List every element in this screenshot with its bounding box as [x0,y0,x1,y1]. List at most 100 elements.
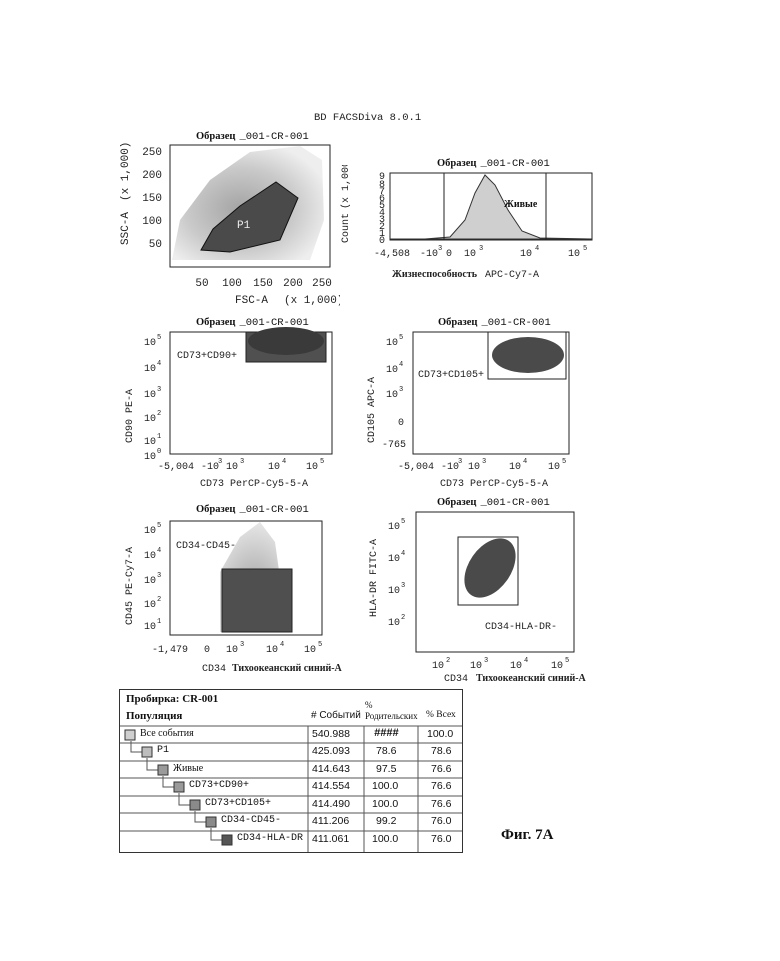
row-total-pct: 76.0 [431,833,451,845]
plot-cd34-cd45: CD34-CD45- 105 104 103 102 101 -1,479 0 … [110,512,350,677]
row-parent-pct: 100.0 [372,798,398,810]
p6-ytick: 10 [388,586,400,597]
p2-xlabel-ru: Жизнеспособность [392,269,478,280]
row-total-pct: 76.6 [431,780,451,792]
row-events: 411.206 [312,815,349,827]
row-total-pct: 76.6 [431,763,451,775]
p6-xlabel-ru: Тихоокеанский синий-А [476,673,587,684]
p2-xtick: 0 [446,249,452,260]
node-icon [222,835,232,845]
node-icon [206,817,216,827]
p2-xtick: -10 [420,249,438,260]
p1-xtick: 50 [195,278,208,290]
p3-ytick: 10 [144,364,156,375]
p5-ytick: 10 [144,600,156,611]
node-icon [142,747,152,757]
p3-xtick: 10 [306,462,318,473]
p3-xtick: 10 [226,462,238,473]
p6-xtick-exp: 2 [446,657,450,665]
p4-xtick: 10 [468,462,480,473]
p5-ytick-exp: 3 [157,572,161,580]
p1-xtick: 200 [283,278,303,290]
viability-histogram [390,175,592,239]
p1-yunit: (x 1,000) [120,142,132,201]
row-parent-pct: 97.5 [376,763,396,775]
p2-xtick: 10 [568,249,580,260]
p6-xtick: 10 [551,661,563,672]
p2-xtick: 10 [464,249,476,260]
p5-xtick: 0 [204,645,210,656]
plot-cd34-hla-dr: CD34-HLA-DR- 105 104 103 102 102 103 104… [352,505,612,685]
p1-xunit: (x 1,000) [284,295,340,307]
p4-xlabel: CD73 PerCP-Cy5-5-A [440,479,548,490]
p4-xtick: 10 [509,462,521,473]
plot-fsc-ssc: P1 250 200 150 100 50 50 100 150 200 250… [110,140,340,315]
node-icon [125,730,135,740]
p5-ylabel: CD45 PE-Cy7-A [125,547,136,625]
p3-ytick-exp: 1 [157,433,161,441]
row-total-pct: 76.6 [431,798,451,810]
p5-ytick-exp: 2 [157,596,161,604]
p6-ytick-exp: 4 [401,550,405,558]
p6-ytick-exp: 3 [401,582,405,590]
p5-ytick: 10 [144,526,156,537]
node-icon [174,782,184,792]
gate-cd73-cd105-label: CD73+CD105+ [418,370,484,381]
p5-xlabel-ru: Тихоокеанский синий-А [232,663,343,674]
gate-cd34-cd45-label: CD34-CD45- [176,541,236,552]
p3-ytick-exp: 0 [157,448,161,456]
p4-xtick-exp: 5 [562,458,566,466]
p5-xtick-exp: 3 [240,641,244,649]
row-events: 414.554 [312,780,350,792]
p2-ylabel: Count [341,213,352,243]
p4-ytick: 0 [398,418,404,429]
p3-ytick: 10 [144,338,156,349]
p3-ylabel: CD90 PE-A [125,389,136,443]
p4-xtick-exp: 4 [523,458,527,466]
p2-xtick-exp: 3 [438,245,442,253]
p3-xtick-exp: 3 [218,458,222,466]
gate-p1-label: P1 [237,220,251,232]
row-name: Все события [140,728,194,739]
p2-xlabel: APC-Cy7-A [485,270,539,281]
p6-ytick: 10 [388,554,400,565]
row-name: CD73+CD105+ [205,798,271,809]
p1-ytick: 250 [142,147,162,159]
p1-ytick: 100 [142,216,162,228]
p1-xtick: 100 [222,278,242,290]
node-icon [190,800,200,810]
row-total-pct: 78.6 [431,745,451,757]
p6-ylabel: HLA-DR FITC-A [369,539,380,617]
p4-ytick: 10 [386,390,398,401]
p5-xtick: 10 [266,645,278,656]
p5-xtick: -1,479 [152,645,188,656]
p2-xtick: 10 [520,249,532,260]
p1-xtick: 250 [312,278,332,290]
p4-xtick: -5,004 [398,462,434,473]
p5-ytick-exp: 4 [157,547,161,555]
p4-xtick-exp: 3 [482,458,486,466]
row-events: 411.061 [312,833,349,845]
plot-cd73-cd90: CD73+CD90+ 105 104 103 102 101 100 -5,00… [110,325,340,490]
gate-zhivye-label: Живые [504,199,538,210]
p4-ytick: 10 [386,365,398,376]
p3-xtick-exp: 5 [320,458,324,466]
p4-xtick-exp: 3 [458,458,462,466]
p3-ytick-exp: 4 [157,360,161,368]
cd34-hla-dr-population [454,529,526,607]
p5-ytick-exp: 1 [157,618,161,626]
p1-ytick: 150 [142,193,162,205]
p3-xtick: 10 [268,462,280,473]
row-name: Живые [173,763,203,774]
p6-ytick-exp: 2 [401,614,405,622]
p6-ytick: 10 [388,618,400,629]
p6-xtick-exp: 4 [524,657,528,665]
plot-viability-histogram: Живые 9 8 7 6 5 4 3 2 1 0 -4,508 -10 3 0… [330,165,610,290]
gate-cd34-cd45 [222,569,292,632]
p1-ylabel: SSC-A [120,212,132,245]
p3-ytick-exp: 2 [157,410,161,418]
row-events: 414.643 [312,763,350,775]
p2-xtick-exp: 5 [583,245,587,253]
p6-ytick-exp: 5 [401,518,405,526]
p5-xtick: 10 [304,645,316,656]
